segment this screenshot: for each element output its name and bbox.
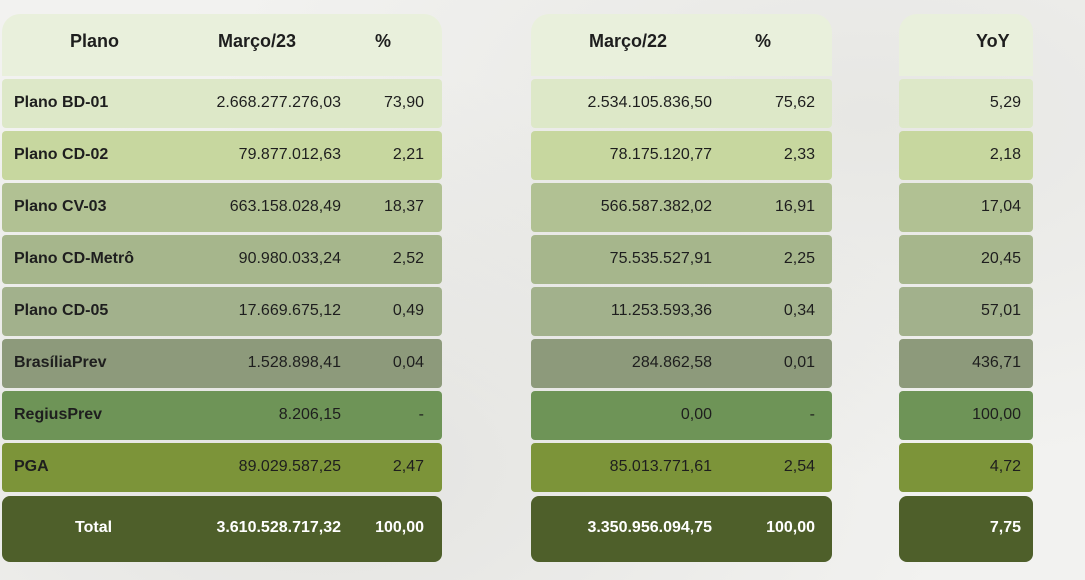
percent-march-23: - [418, 406, 424, 423]
yoy-value: 4,72 [989, 458, 1021, 475]
table-row: Plano CD-05 17.669.675,12 0,49 [2, 287, 442, 336]
table-march-23: Plano Março/23 % Plano BD-01 2.668.277.2… [2, 14, 442, 562]
header-percent-22: % [755, 31, 772, 51]
table-row: 284.862,58 0,01 [531, 339, 832, 388]
table-row: Plano CD-02 79.877.012,63 2,21 [2, 131, 442, 180]
yoy-value: 2,18 [989, 146, 1021, 163]
percent-march-23: 2,52 [392, 250, 424, 267]
table-row: 436,71 [899, 339, 1033, 388]
table-row: 75.535.527,91 2,25 [531, 235, 832, 284]
percent-march-22: 2,33 [783, 146, 815, 163]
table-header: Plano Março/23 % [2, 14, 442, 76]
header-percent-23: % [375, 31, 392, 51]
table-row: PGA 89.029.587,25 2,47 [2, 443, 442, 492]
value-march-23: 79.877.012,63 [238, 146, 341, 163]
percent-march-23: 0,49 [392, 302, 424, 319]
total-march-22: 3.350.956.094,75 [587, 519, 712, 536]
header-marco-22: Março/22 [589, 31, 668, 51]
percent-march-22: - [809, 406, 815, 423]
value-march-22: 78.175.120,77 [609, 146, 712, 163]
value-march-23: 8.206,15 [278, 406, 341, 423]
value-march-23: 2.668.277.276,03 [216, 94, 341, 111]
value-march-22: 85.013.771,61 [609, 458, 712, 475]
percent-march-22: 16,91 [774, 198, 815, 215]
value-march-22: 75.535.527,91 [609, 250, 712, 267]
header-yoy: YoY [976, 31, 1010, 51]
total-row: 3.350.956.094,75 100,00 [531, 496, 832, 562]
plan-name: Plano CD-Metrô [14, 250, 134, 267]
yoy-value: 100,00 [972, 406, 1021, 423]
yoy-value: 57,01 [980, 302, 1021, 319]
total-row: Total 3.610.528.717,32 100,00 [2, 496, 442, 562]
percent-march-22: 0,34 [783, 302, 815, 319]
header-marco-23: Março/23 [218, 31, 297, 51]
yoy-value: 5,29 [989, 94, 1021, 111]
plan-name: Plano BD-01 [14, 94, 109, 111]
table-row: BrasíliaPrev 1.528.898,41 0,04 [2, 339, 442, 388]
table-row: 100,00 [899, 391, 1033, 440]
value-march-23: 1.528.898,41 [247, 354, 341, 371]
table-yoy: YoY 5,29 2,18 17,04 20,45 57,01 436,71 1… [899, 14, 1033, 562]
percent-march-22: 2,54 [783, 458, 815, 475]
percent-march-22: 0,01 [783, 354, 815, 371]
plan-name: PGA [14, 458, 49, 475]
value-march-22: 2.534.105.836,50 [587, 94, 712, 111]
table-row: 566.587.382,02 16,91 [531, 183, 832, 232]
table-row: 17,04 [899, 183, 1033, 232]
value-march-23: 663.158.028,49 [229, 198, 341, 215]
percent-march-23: 0,04 [392, 354, 424, 371]
yoy-value: 20,45 [980, 250, 1021, 267]
table-row: 2.534.105.836,50 75,62 [531, 79, 832, 128]
plan-name: Plano CD-02 [14, 146, 109, 163]
plan-name: Plano CD-05 [14, 302, 109, 319]
table-row: Plano CD-Metrô 90.980.033,24 2,52 [2, 235, 442, 284]
table-row: 57,01 [899, 287, 1033, 336]
percent-march-23: 73,90 [383, 94, 424, 111]
yoy-value: 436,71 [972, 354, 1021, 371]
total-percent-march-22: 100,00 [766, 519, 815, 536]
total-row: 7,75 [899, 496, 1033, 562]
table-row: RegiusPrev 8.206,15 - [2, 391, 442, 440]
table-row: 20,45 [899, 235, 1033, 284]
table-row: 4,72 [899, 443, 1033, 492]
table-row: 0,00 - [531, 391, 832, 440]
value-march-23: 89.029.587,25 [238, 458, 341, 475]
table-row: 5,29 [899, 79, 1033, 128]
value-march-23: 17.669.675,12 [238, 302, 341, 319]
table-march-22: Março/22 % 2.534.105.836,50 75,62 78.175… [531, 14, 832, 562]
table-header: Março/22 % [531, 14, 832, 76]
value-march-22: 284.862,58 [631, 354, 712, 371]
table-row: 2,18 [899, 131, 1033, 180]
value-march-22: 11.253.593,36 [610, 302, 712, 319]
total-label: Total [75, 519, 113, 536]
value-march-22: 0,00 [680, 406, 712, 423]
header-plano: Plano [70, 31, 120, 51]
plan-name: BrasíliaPrev [14, 354, 107, 371]
table-row: 78.175.120,77 2,33 [531, 131, 832, 180]
total-yoy: 7,75 [989, 519, 1021, 536]
total-march-23: 3.610.528.717,32 [216, 519, 341, 536]
table-row: Plano CV-03 663.158.028,49 18,37 [2, 183, 442, 232]
value-march-22: 566.587.382,02 [600, 198, 712, 215]
table-row: 85.013.771,61 2,54 [531, 443, 832, 492]
percent-march-23: 18,37 [383, 198, 424, 215]
total-percent-march-23: 100,00 [375, 519, 424, 536]
percent-march-23: 2,21 [392, 146, 424, 163]
value-march-23: 90.980.033,24 [238, 250, 341, 267]
plan-name: Plano CV-03 [14, 198, 107, 215]
table-row: Plano BD-01 2.668.277.276,03 73,90 [2, 79, 442, 128]
table-row: 11.253.593,36 0,34 [531, 287, 832, 336]
yoy-value: 17,04 [980, 198, 1021, 215]
percent-march-22: 2,25 [783, 250, 815, 267]
percent-march-22: 75,62 [774, 94, 815, 111]
table-header: YoY [899, 14, 1033, 76]
percent-march-23: 2,47 [392, 458, 424, 475]
plan-name: RegiusPrev [14, 406, 103, 423]
